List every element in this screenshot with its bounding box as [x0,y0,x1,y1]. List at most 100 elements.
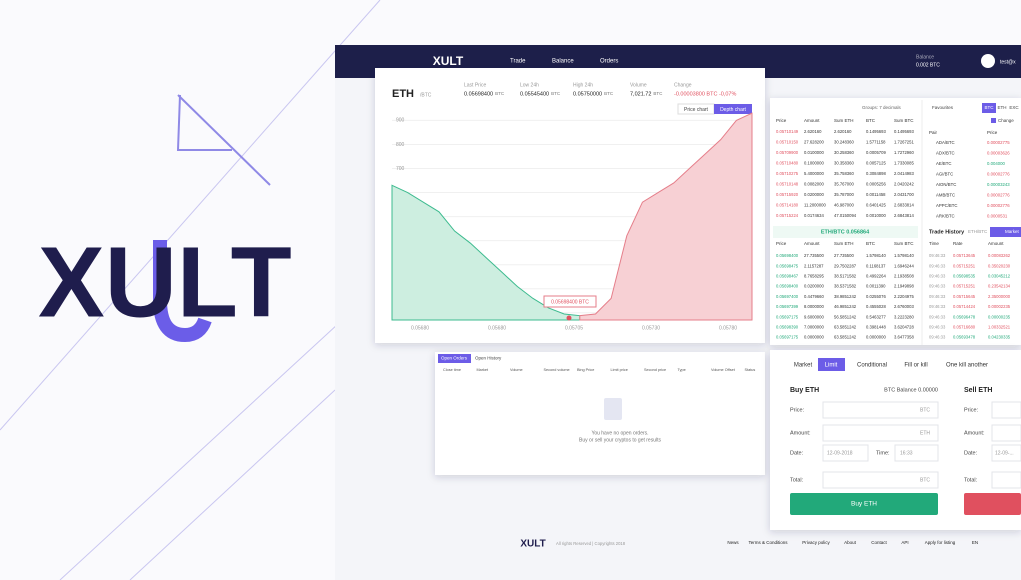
cell: 0.05698390 [776,325,799,330]
cell: 0.3084898 [866,171,886,176]
cell: 0.00002235 [988,304,1011,309]
order-type-tab[interactable]: Limit [825,363,838,369]
date-value: 12-09-... [995,450,1014,456]
tab[interactable]: Open Orders [441,356,468,361]
price-input[interactable] [822,401,939,419]
footer-link[interactable]: About [844,540,857,545]
pair-price: 0.00003626 [987,151,1010,156]
field-label: Total: [790,477,804,483]
pair-name: AE/BTC [936,161,952,166]
cell: 0.05716680 [953,325,976,330]
balance-label: Balance [916,54,934,60]
col-header: Price [776,241,787,246]
cell: 0.05698400 [776,284,799,289]
market-tab[interactable]: BTC [985,105,995,110]
cell: 09:46:33 [929,263,946,268]
stat-value: 7,021.72 [630,91,651,97]
stat-value: 0.05750000 [573,91,602,97]
stat-unit: BTC [551,91,561,96]
footer-link[interactable]: EN [972,540,978,545]
market-tab[interactable]: ETH [998,105,1007,110]
cell: 2.1157287 [804,263,824,268]
col-header: Amount [804,118,820,123]
button-label[interactable]: Market [1005,229,1020,234]
user-name: test@x [1000,59,1016,65]
sell-button[interactable] [964,493,1021,515]
cell: 1.7330085 [894,161,914,166]
time-input[interactable] [894,444,939,462]
cell: 5.4000000 [804,171,824,176]
sell-total-input[interactable] [991,471,1021,489]
total-input[interactable] [822,471,939,489]
pair-price: 0.00002775 [987,140,1010,145]
cell: 1.7272960 [894,150,914,155]
footer-link[interactable]: Apply for listing [925,540,956,545]
amount-input[interactable] [822,424,939,442]
stat-value: 0.05545400 [520,91,549,97]
nav-item[interactable]: Orders [600,59,618,65]
nav-item[interactable]: Balance [552,59,574,65]
field-label: Time: [876,450,890,456]
button-label[interactable]: Buy ETH [851,501,877,508]
footer-link[interactable]: API [901,540,908,545]
checkbox[interactable] [991,118,996,123]
order-type-tab[interactable]: One kill another [946,363,988,369]
order-type-tab[interactable]: Conditional [857,363,887,369]
order-book-panel [770,98,1021,345]
market-button[interactable] [990,227,1021,237]
footer-link[interactable]: Contact [871,540,887,545]
cell: 0.05693478 [953,335,976,340]
col-header: BTC [866,118,876,123]
cell: 0.0010000 [866,213,886,218]
footer-link[interactable]: Privacy policy [802,540,830,545]
cell: 2.35000000 [988,294,1011,299]
button-label[interactable]: Price chart [684,107,709,113]
sell-price-input[interactable] [991,401,1021,419]
favourites[interactable]: Favourites [932,105,954,110]
cell: 0.1168137 [866,263,886,268]
cell: 29.7502287 [834,263,857,268]
cell: 0.00000235 [988,314,1011,319]
sell-date-input[interactable] [991,444,1021,462]
col-header: Sum ETH [834,118,854,123]
col-header: Pair [929,130,938,135]
cell: 0.0200000 [804,192,824,197]
stat-unit: BTC [495,91,505,96]
button-label[interactable]: Depth chart [720,107,746,113]
nav-item[interactable]: Trade [510,59,526,65]
open-orders-tab[interactable] [438,354,471,363]
order-type-tab[interactable]: Market [794,363,813,369]
limit-tab[interactable] [818,358,845,371]
mid-price-bar [773,226,918,238]
cell: 0.5463277 [866,314,886,319]
cell: 7.0000000 [804,325,824,330]
col-header: Bing Price [577,368,594,372]
cell: 0.0255076 [866,294,886,299]
btc-tab[interactable] [982,103,996,113]
cell: 2.620160 [804,129,822,134]
cell: 2.0431700 [894,192,914,197]
tab[interactable]: Open History [475,356,502,361]
footer-link[interactable]: Terms & Conditions [748,540,788,545]
col-header: Price [776,118,787,123]
market-tab[interactable]: EXC [1009,105,1019,110]
cell: 0.3981448 [866,325,886,330]
cell: 0.1495693 [866,129,886,134]
stat-unit: BTC [604,91,614,96]
x-tick-label: 0.05680 [411,325,429,331]
footer-link[interactable]: News [727,540,739,545]
cell: 8.7658295 [804,274,824,279]
cell: 0.0005709 [866,150,886,155]
order-type-tab[interactable]: Fill or kill [904,363,927,369]
buy-button[interactable] [790,493,938,515]
col-header: Market [477,368,490,372]
cell: 0.0200000 [804,284,824,289]
col-header: Volume [510,368,523,372]
cell: 0.00083262 [988,253,1011,258]
cell: 0.0174634 [804,213,824,218]
empty-text: You have no open orders. [591,430,648,436]
sell-amount-input[interactable] [991,424,1021,442]
date-input[interactable] [822,444,869,462]
depth-chart-button[interactable] [714,104,752,114]
col-header: Limit price [611,368,628,372]
